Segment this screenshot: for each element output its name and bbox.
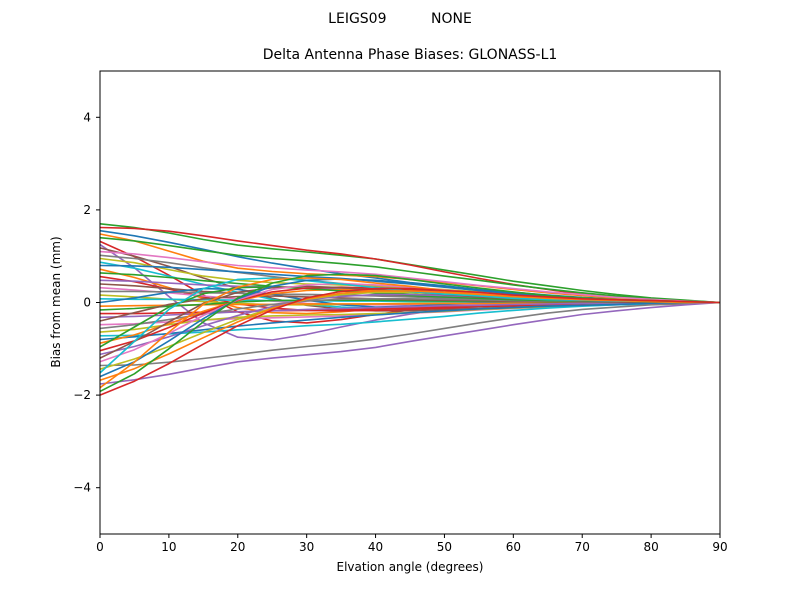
x-tick-label: 40 (368, 540, 383, 554)
series-line (99, 301, 721, 341)
y-tick-label: −2 (73, 388, 91, 402)
x-tick-label: 90 (712, 540, 727, 554)
x-tick-label: 50 (437, 540, 452, 554)
series-line (99, 301, 721, 367)
x-tick-label: 30 (299, 540, 314, 554)
x-tick-label: 10 (161, 540, 176, 554)
figure-suptitle: LEIGS09 NONE (328, 11, 472, 27)
y-axis-label: Bias from mean (mm) (49, 236, 63, 368)
y-tick-label: 0 (83, 296, 91, 310)
y-tick-label: 4 (83, 110, 91, 124)
axes-title: Delta Antenna Phase Biases: GLONASS-L1 (262, 47, 558, 63)
y-tick-label: −4 (73, 481, 91, 495)
x-tick-label: 0 (96, 540, 104, 554)
x-tick-label: 70 (575, 540, 590, 554)
y-tick-label: 2 (83, 203, 91, 217)
series-line (99, 287, 721, 396)
series-line (99, 236, 721, 304)
x-tick-label: 60 (506, 540, 521, 554)
x-tick-label: 80 (643, 540, 658, 554)
x-axis-label: Elvation angle (degrees) (336, 560, 484, 574)
series-line (99, 277, 720, 389)
x-tick-label: 20 (230, 540, 245, 554)
series-line (99, 250, 721, 304)
series-line (99, 301, 721, 385)
